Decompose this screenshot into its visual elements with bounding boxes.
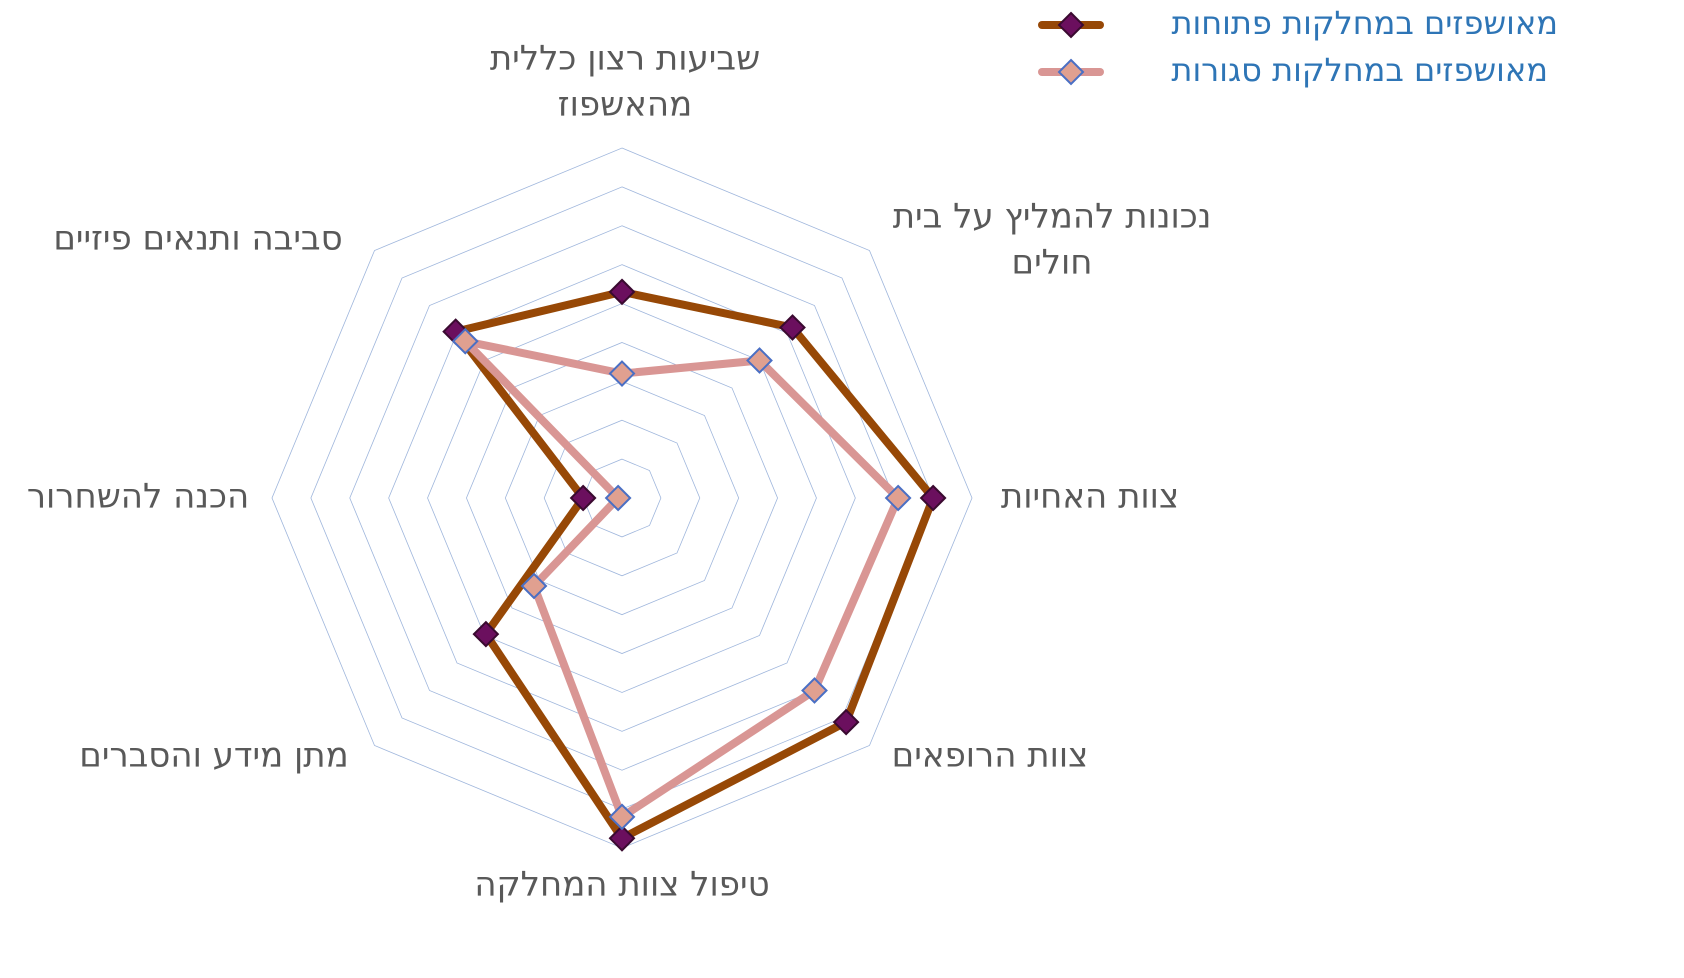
grid-ring bbox=[582, 458, 662, 538]
marker bbox=[604, 484, 632, 512]
marker bbox=[608, 803, 636, 831]
category-label: חולים bbox=[1012, 243, 1093, 283]
marker bbox=[884, 484, 912, 512]
marker bbox=[1057, 11, 1085, 39]
category-label: סביבה ותנאים פיזיים bbox=[53, 219, 342, 259]
category-label: מתן מידע והסברים bbox=[79, 736, 348, 776]
marker bbox=[779, 314, 806, 341]
marker bbox=[832, 708, 860, 736]
marker bbox=[608, 824, 636, 852]
marker bbox=[919, 484, 947, 512]
category-label: מהאשפוז bbox=[558, 85, 692, 125]
series-line bbox=[451, 287, 938, 843]
marker bbox=[801, 677, 828, 704]
grid-ring bbox=[349, 225, 895, 771]
category-label: נכונות להמליץ על בית bbox=[893, 197, 1212, 237]
legend-label: מאושפזים במחלקות פתוחות bbox=[1172, 4, 1558, 42]
marker bbox=[520, 572, 548, 600]
marker bbox=[472, 620, 500, 648]
grid-ring bbox=[427, 303, 817, 693]
category-label: שביעות רצון כללית bbox=[490, 39, 760, 79]
category-label: צוות הרופאים bbox=[892, 736, 1089, 776]
legend-label: מאושפזים במחלקות סגורות bbox=[1171, 51, 1548, 89]
category-label: טיפול צוות המחלקה bbox=[474, 865, 769, 905]
marker bbox=[746, 347, 773, 374]
marker bbox=[608, 360, 636, 387]
marker bbox=[608, 278, 636, 306]
grid-ring bbox=[466, 342, 778, 654]
category-label: הכנה להשחרור bbox=[27, 477, 249, 517]
marker bbox=[1057, 58, 1085, 86]
marker bbox=[451, 327, 479, 355]
grid-ring bbox=[388, 264, 856, 732]
marker bbox=[569, 484, 597, 512]
category-label: צוות האחיות bbox=[1001, 477, 1179, 517]
grid-ring bbox=[504, 380, 740, 616]
